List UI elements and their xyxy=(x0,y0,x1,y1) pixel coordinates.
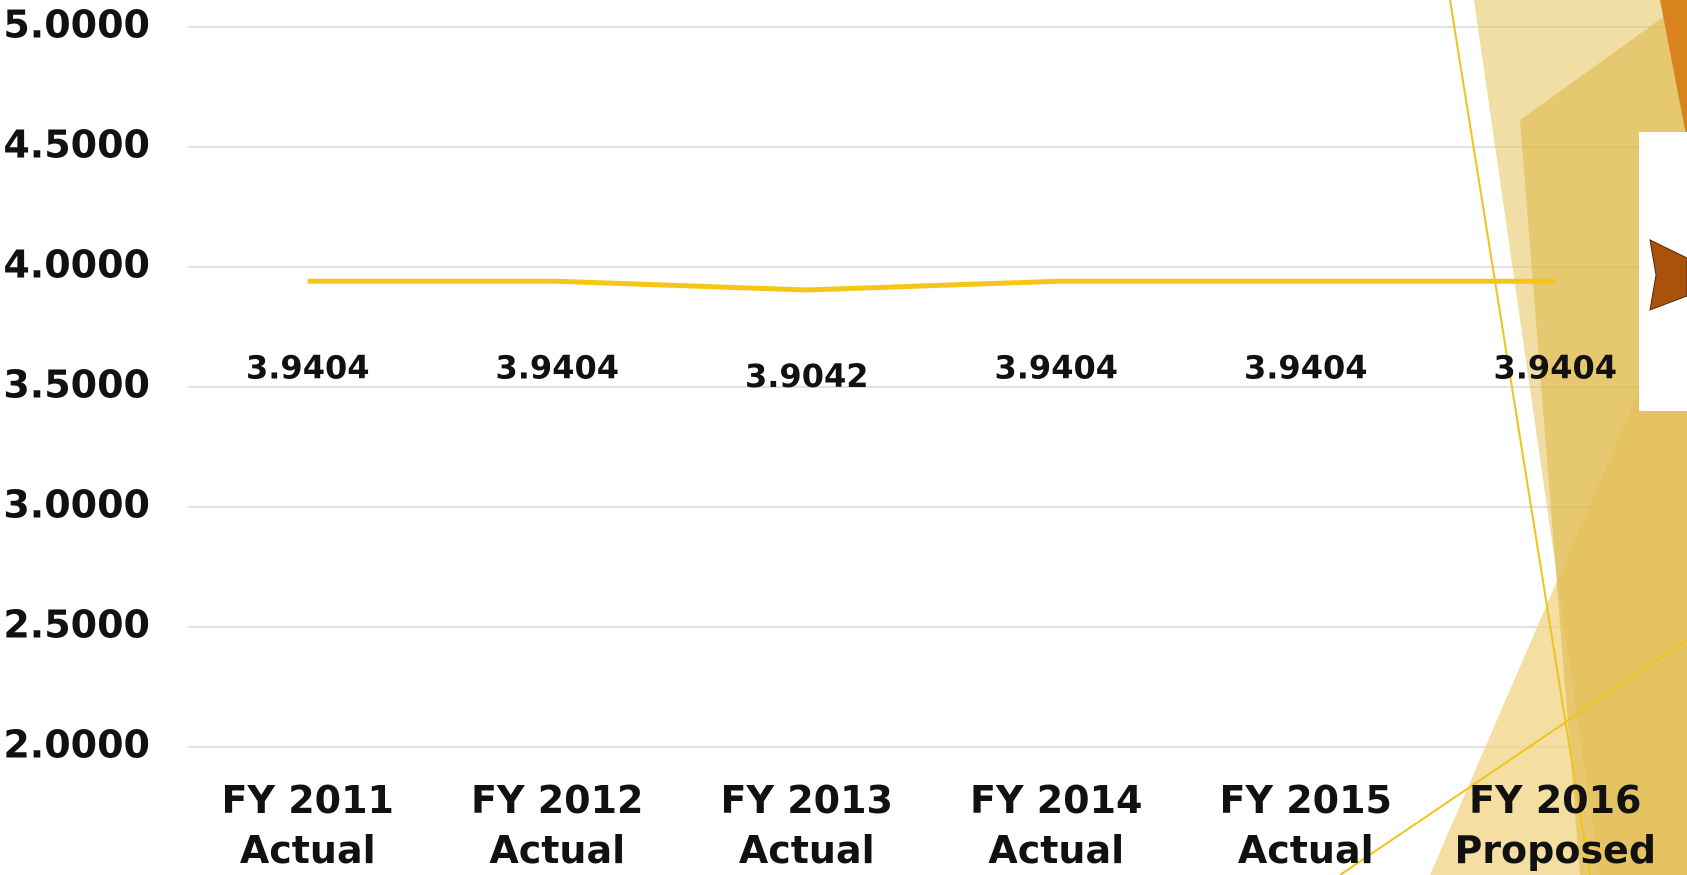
decoration xyxy=(1340,0,1687,875)
x-tick-label: FY 2014 Actual xyxy=(936,775,1176,875)
line xyxy=(308,281,1556,290)
grid xyxy=(188,27,1687,747)
x-tick-label: FY 2016 Proposed xyxy=(1435,775,1675,875)
x-tick-label: FY 2013 Actual xyxy=(687,775,927,875)
y-tick-label: 3.0000 xyxy=(3,483,150,527)
data-label: 3.9404 xyxy=(995,348,1118,386)
y-tick-label: 4.5000 xyxy=(3,123,150,167)
y-tick-label: 3.5000 xyxy=(3,363,150,407)
data-label: 3.9404 xyxy=(1494,348,1617,386)
x-tick-label: FY 2011 Actual xyxy=(188,775,428,875)
y-tick-label: 2.5000 xyxy=(3,603,150,647)
data-label: 3.9404 xyxy=(1244,348,1367,386)
chart-svg: 2.0000 2.5000 3.0000 3.5000 4.0000 4.5000 5.00… xyxy=(0,0,1687,875)
data-label: 3.9042 xyxy=(745,357,868,395)
x-tick-label: FY 2012 Actual xyxy=(437,775,677,875)
data-label: 3.9404 xyxy=(496,348,619,386)
x-tick-label: FY 2015 Actual xyxy=(1186,775,1426,875)
data-label: 3.9404 xyxy=(246,348,369,386)
y-tick-label: 2.0000 xyxy=(3,723,150,767)
y-tick-label: 4.0000 xyxy=(3,243,150,287)
chart: 2.0000 2.5000 3.0000 3.5000 4.0000 4.5000 5.00… xyxy=(0,0,1687,875)
y-tick-label: 5.0000 xyxy=(3,3,150,47)
